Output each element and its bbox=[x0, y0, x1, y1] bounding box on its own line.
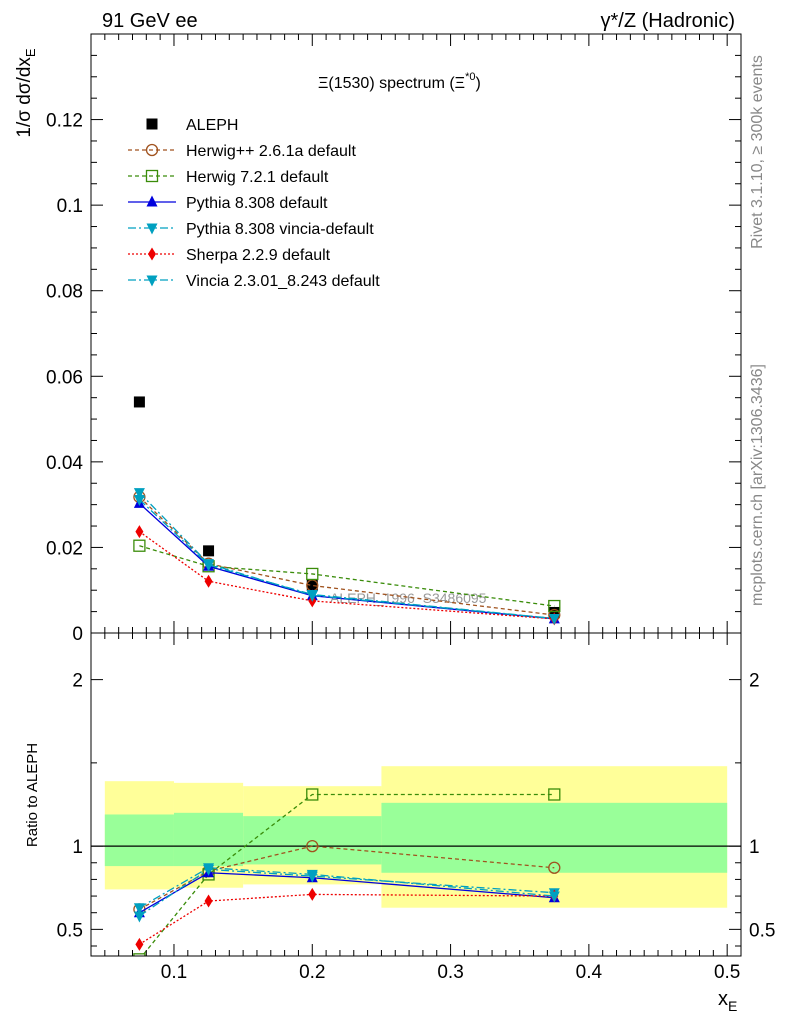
ratio-point-herwig-7-2-1-default bbox=[306, 788, 319, 801]
main-ytick-label: 0.1 bbox=[57, 196, 83, 217]
legend-label-pythia-8-308-vincia-default: Pythia 8.308 vincia-default bbox=[186, 221, 374, 238]
ratio-point-vincia-2-3-01-8-243-default bbox=[133, 903, 145, 915]
main-point-herwig-7-2-1-default bbox=[548, 599, 561, 613]
ratio-point-sherpa-2-2-9-default bbox=[204, 894, 213, 908]
legend-label-aleph: ALEPH bbox=[186, 117, 238, 134]
ratio-point-herwig-2-6-1a-default bbox=[306, 839, 319, 853]
legend-label-sherpa-2-2-9-default: Sherpa 2.2.9 default bbox=[186, 247, 331, 264]
legend-label-vincia-2-3-01-8-243-default: Vincia 2.3.01_8.243 default bbox=[186, 273, 380, 290]
header-left: 91 GeV ee bbox=[102, 10, 198, 32]
main-ytick-label: 0.12 bbox=[46, 111, 83, 132]
main-panel: 00.020.040.060.080.10.12ALEPH_1996_S3486… bbox=[46, 33, 742, 645]
ratio-frame bbox=[90, 632, 742, 957]
ratio-band-inner bbox=[381, 802, 728, 873]
legend-marker-pythia-8-308-vincia-default bbox=[146, 223, 158, 235]
ratio-ytick-label-right: 1 bbox=[749, 837, 760, 858]
mcplots-label: mcplots.cern.ch [arXiv:1306.3436] bbox=[749, 364, 766, 606]
legend-label-herwig-7-2-1-default: Herwig 7.2.1 default bbox=[186, 169, 329, 186]
xtick-label: 0.1 bbox=[161, 962, 187, 983]
ratio-point-herwig-2-6-1a-default bbox=[548, 861, 561, 874]
ratio-point-herwig-7-2-1-default bbox=[133, 953, 146, 956]
ratio-band-inner bbox=[104, 814, 174, 867]
ratio-point-pythia-8-308-vincia-default bbox=[133, 911, 145, 923]
ratio-line-pythia-8-308-vincia-default bbox=[139, 868, 555, 917]
ratio-ylabel: Ratio to ALEPH bbox=[24, 743, 41, 847]
main-point-vincia-2-3-01-8-243-default bbox=[548, 613, 560, 625]
ratio-panel: 0.5 0.5 1 1 2 2 0.1 0.2 0.3 0.4 0.5 bbox=[57, 632, 775, 983]
main-point-vincia-2-3-01-8-243-default bbox=[133, 488, 145, 500]
legend-marker-herwig-2-6-1a-default bbox=[145, 143, 159, 157]
main-line-herwig-7-2-1-default bbox=[139, 545, 555, 607]
main-point-herwig-7-2-1-default bbox=[133, 539, 146, 552]
legend-label-herwig-2-6-1a-default: Herwig++ 2.6.1a default bbox=[186, 143, 356, 160]
main-point-sherpa-2-2-9-default bbox=[204, 574, 213, 588]
main-point-vincia-2-3-01-8-243-default bbox=[306, 590, 318, 602]
ratio-band-inner bbox=[173, 812, 244, 867]
legend-marker-aleph bbox=[146, 118, 158, 130]
ratio-point-herwig-7-2-1-default bbox=[548, 788, 561, 801]
main-ytick-label: 0.02 bbox=[46, 538, 83, 559]
ratio-ytick-label: 1 bbox=[72, 837, 83, 858]
main-point-aleph bbox=[133, 396, 145, 408]
ratio-line-sherpa-2-2-9-default bbox=[139, 893, 555, 945]
main-line-herwig-2-6-1a-default bbox=[138, 496, 555, 616]
xtick-label: 0.2 bbox=[299, 962, 325, 983]
ratio-point-vincia-2-3-01-8-243-default bbox=[306, 869, 318, 881]
rivet-label: Rivet 3.1.10, ≥ 300k events bbox=[749, 55, 766, 249]
ratio-ytick-label-right: 0.5 bbox=[749, 920, 775, 941]
main-point-vincia-2-3-01-8-243-default bbox=[203, 559, 215, 571]
main-line-vincia-2-3-01-8-243-default bbox=[138, 492, 555, 620]
main-ylabel: 1/σ dσ/dxE bbox=[14, 48, 38, 138]
ratio-line-vincia-2-3-01-8-243-default bbox=[139, 867, 555, 909]
ratio-ytick-label: 2 bbox=[72, 671, 83, 692]
ratio-series bbox=[133, 788, 561, 956]
ratio-line-pythia-8-308-default bbox=[139, 872, 555, 914]
ratio-point-vincia-2-3-01-8-243-default bbox=[203, 863, 215, 875]
ratio-point-vincia-2-3-01-8-243-default bbox=[548, 891, 560, 903]
main-line-pythia-8-308-vincia-default bbox=[138, 499, 555, 620]
main-point-sherpa-2-2-9-default bbox=[135, 525, 144, 539]
legend-marker-herwig-7-2-1-default bbox=[145, 169, 159, 183]
ratio-ytick-label: 0.5 bbox=[57, 920, 83, 941]
legend-label-pythia-8-308-default: Pythia 8.308 default bbox=[186, 195, 328, 212]
xtick-label: 0.3 bbox=[437, 962, 463, 983]
legend: ALEPH Herwig++ 2.6.1a default Herwig 7.2.1… bbox=[128, 117, 380, 290]
main-point-pythia-8-308-vincia-default bbox=[133, 495, 145, 507]
main-point-aleph bbox=[203, 545, 215, 557]
main-ytick-label: 0.04 bbox=[46, 453, 83, 474]
main-line-pythia-8-308-default bbox=[138, 502, 555, 620]
xtick-label: 0.5 bbox=[714, 962, 740, 983]
legend-marker-vincia-2-3-01-8-243-default bbox=[146, 275, 158, 287]
ratio-point-sherpa-2-2-9-default bbox=[308, 887, 317, 901]
ratio-point-sherpa-2-2-9-default bbox=[135, 937, 144, 951]
plot-title: Ξ(1530) spectrum (Ξ*0) bbox=[318, 71, 481, 92]
main-ytick-label: 0 bbox=[72, 624, 83, 645]
main-ytick-label: 0.08 bbox=[46, 282, 83, 303]
ratio-ytick-label-right: 2 bbox=[749, 671, 760, 692]
xtick-label: 0.4 bbox=[576, 962, 603, 983]
header-right: γ*/Z (Hadronic) bbox=[601, 10, 735, 32]
main-ytick-label: 0.06 bbox=[46, 367, 83, 388]
legend-marker-pythia-8-308-default bbox=[146, 195, 158, 207]
legend-marker-sherpa-2-2-9-default bbox=[148, 247, 156, 261]
xlabel: xE bbox=[718, 988, 737, 1014]
main-point-aleph bbox=[306, 580, 318, 592]
main-point-herwig-7-2-1-default bbox=[306, 567, 319, 581]
main-line-sherpa-2-2-9-default bbox=[139, 531, 555, 620]
